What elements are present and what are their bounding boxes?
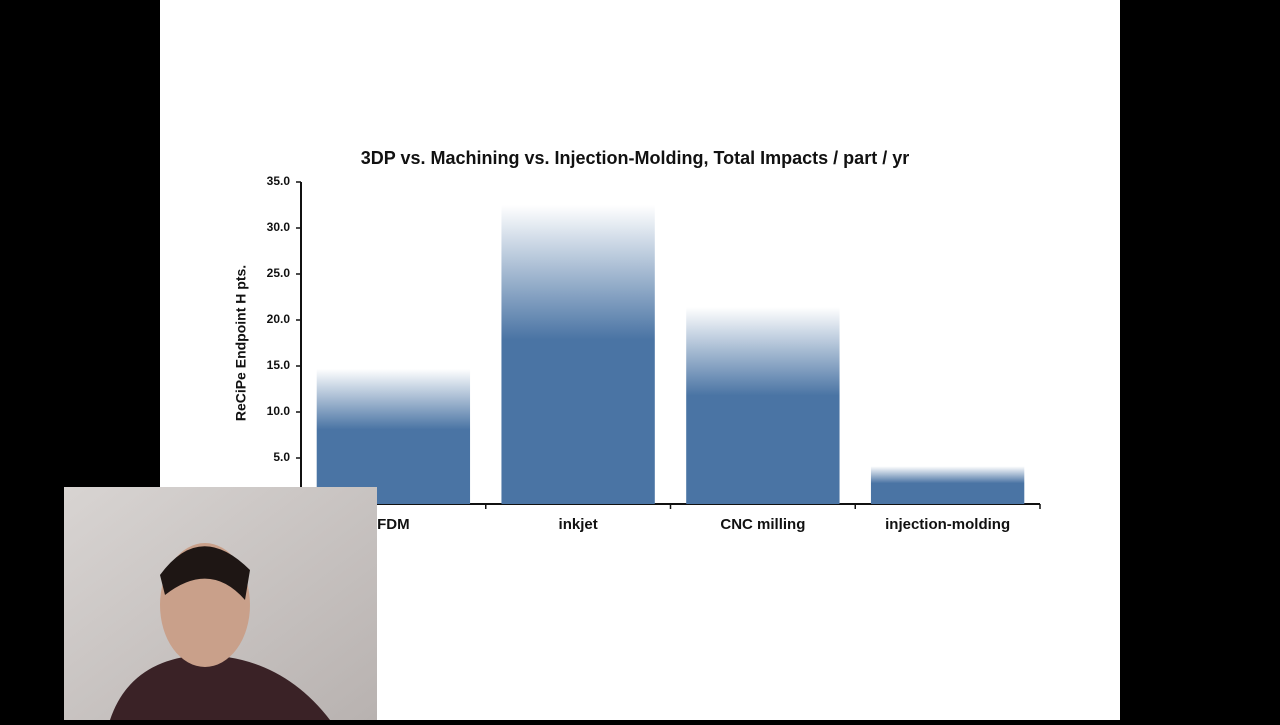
y-tick-label: 20.0 [267, 312, 291, 326]
y-tick-label: 30.0 [267, 220, 291, 234]
y-tick-label: 35.0 [267, 174, 291, 188]
webcam-hair [160, 546, 250, 600]
y-axis-label: ReCiPe Endpoint H pts. [233, 265, 249, 421]
bar [316, 368, 471, 504]
x-tick-label: injection-molding [885, 516, 1010, 533]
x-tick-label: inkjet [559, 516, 598, 533]
plot: 5.0 10.0 15.0 20.0 25.0 30.0 35.0 FDM inkjet CNC … [267, 174, 1041, 533]
chart-title: 3DP vs. Machining vs. Injection-Molding,… [361, 148, 909, 168]
y-tick-label: 25.0 [267, 266, 291, 280]
bar [501, 205, 655, 504]
x-tick-label: CNC milling [720, 516, 805, 533]
webcam [64, 487, 377, 720]
y-tick-label: 15.0 [267, 358, 291, 372]
webcam-person [110, 655, 330, 720]
bar [686, 307, 840, 504]
y-tick-label: 5.0 [273, 450, 290, 464]
y-tick-label: 10.0 [267, 404, 291, 418]
bar [870, 466, 1025, 504]
x-tick-label: FDM [377, 516, 410, 533]
